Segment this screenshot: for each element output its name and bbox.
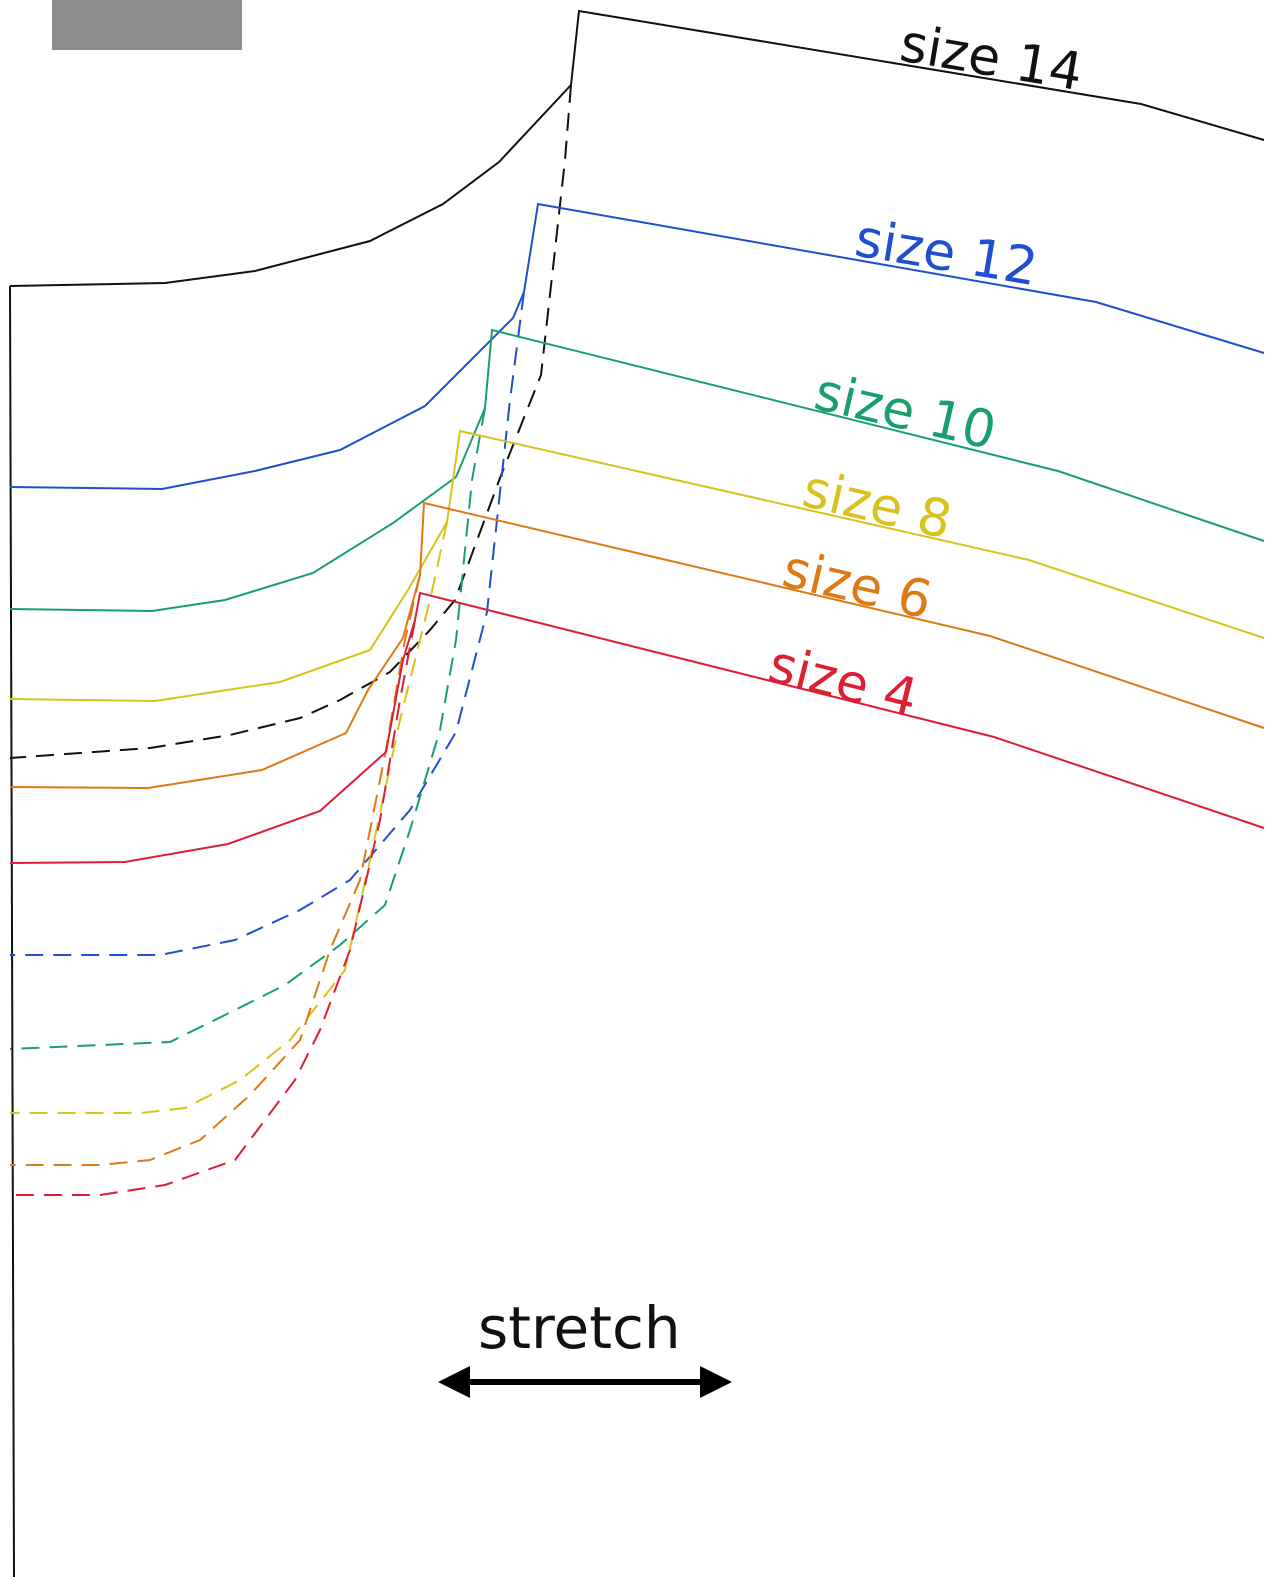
- size-8-lines: [9, 429, 1265, 1114]
- size-10-shoulder: [484, 328, 1265, 542]
- size-14-label: size 14: [896, 14, 1087, 103]
- size-12-neckline: [9, 291, 525, 491]
- size-10-label: size 10: [809, 362, 1001, 462]
- fold-line: [9, 285, 15, 1577]
- size-8-label: size 8: [797, 459, 957, 551]
- double-arrow-icon: [438, 1366, 732, 1398]
- size-14-shoulder: [570, 9, 1265, 141]
- redaction-box: [52, 0, 242, 50]
- size-12-back-neckline: [10, 291, 525, 956]
- size-4-label: size 4: [763, 634, 923, 729]
- stretch-label: stretch: [478, 1294, 681, 1362]
- size-10-back-neckline: [9, 407, 486, 1050]
- size-8-neckline: [9, 521, 448, 703]
- size-8-back-neckline: [10, 521, 448, 1114]
- size-6-back-neckline: [10, 574, 421, 1166]
- size-4-back-neckline: [10, 619, 416, 1196]
- size-4-neckline: [9, 619, 416, 864]
- size-6-shoulder: [419, 501, 1265, 729]
- size-10-neckline: [9, 407, 486, 613]
- size-6-lines: [9, 501, 1265, 1166]
- size-12-lines: [9, 202, 1265, 956]
- size-12-label: size 12: [851, 209, 1042, 298]
- size-4-lines: [9, 591, 1265, 1196]
- size-6-neckline: [9, 574, 421, 790]
- size-14-lines: [9, 9, 1265, 759]
- size-12-shoulder: [523, 202, 1265, 354]
- size-14-neckline: [9, 84, 572, 287]
- size-4-shoulder: [414, 591, 1265, 829]
- size-6-label: size 6: [777, 539, 937, 631]
- size-14-back-neckline: [9, 84, 572, 759]
- size-10-lines: [9, 328, 1265, 1050]
- size-8-shoulder: [446, 429, 1265, 639]
